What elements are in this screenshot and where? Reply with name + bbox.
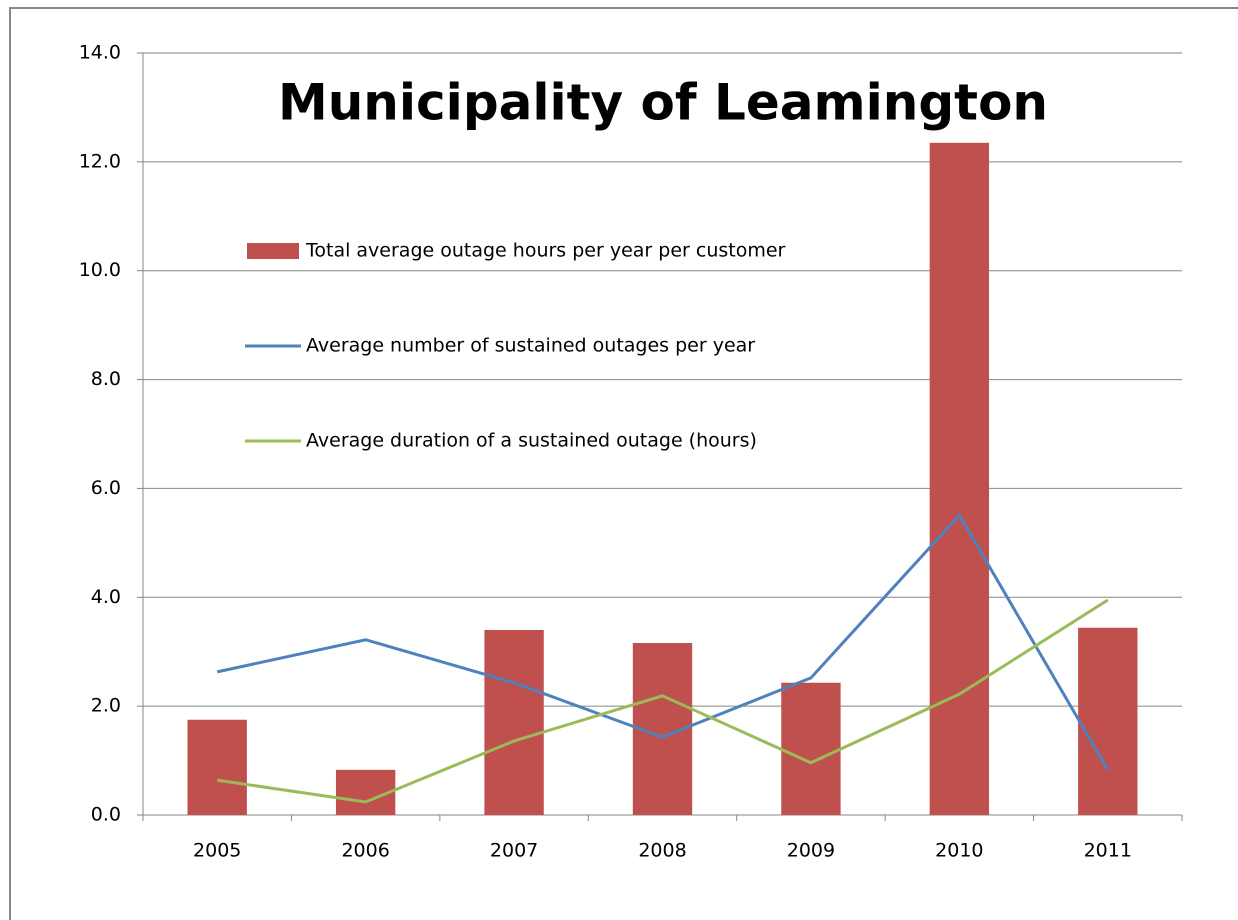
y-tick-label: 0.0 bbox=[91, 804, 121, 826]
y-tick-label: 10.0 bbox=[79, 259, 121, 281]
x-tick-label: 2008 bbox=[638, 840, 686, 862]
legend-swatch bbox=[247, 243, 299, 259]
x-tick-label: 2010 bbox=[935, 840, 983, 862]
legend-label: Total average outage hours per year per … bbox=[305, 240, 786, 262]
y-tick-label: 14.0 bbox=[79, 42, 121, 64]
y-tick-label: 6.0 bbox=[91, 477, 121, 499]
bar bbox=[929, 142, 990, 816]
bar bbox=[187, 719, 247, 815]
y-tick-label: 8.0 bbox=[91, 368, 121, 390]
line bbox=[216, 512, 1110, 771]
line bbox=[216, 598, 1109, 804]
x-tick-label: 2005 bbox=[193, 840, 241, 862]
x-tick-label: 2006 bbox=[341, 840, 389, 862]
y-tick-label: 12.0 bbox=[79, 150, 121, 172]
chart-title: Municipality of Leamington bbox=[278, 74, 1048, 132]
legend-label: Average duration of a sustained outage (… bbox=[306, 430, 757, 452]
y-tick-label: 2.0 bbox=[91, 695, 121, 717]
x-tick-label: 2007 bbox=[490, 840, 538, 862]
bar bbox=[484, 629, 544, 815]
bar bbox=[1078, 627, 1138, 815]
legend-label: Average number of sustained outages per … bbox=[306, 335, 755, 357]
bar bbox=[781, 682, 841, 815]
x-tick-label: 2009 bbox=[787, 840, 835, 862]
x-tick-label: 2011 bbox=[1084, 840, 1132, 862]
y-tick-label: 4.0 bbox=[91, 586, 121, 608]
